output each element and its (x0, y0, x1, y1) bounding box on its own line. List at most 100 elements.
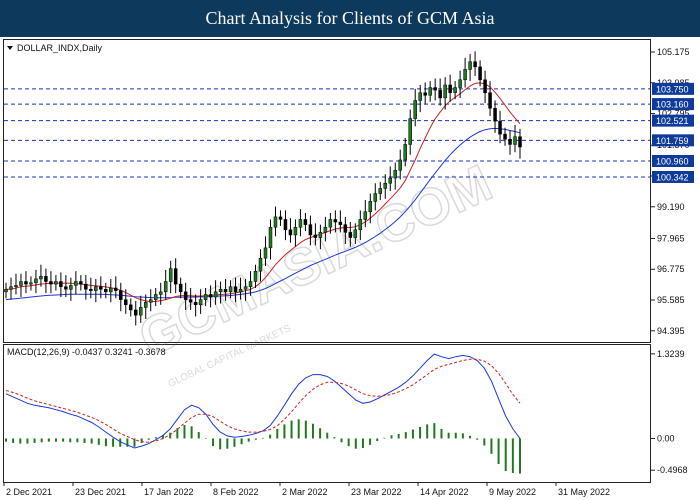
macd-histogram-bar (290, 420, 293, 439)
macd-line (5, 353, 521, 449)
macd-histogram-bar (183, 425, 186, 439)
macd-histogram-bar (90, 438, 93, 444)
candle-body (378, 188, 383, 194)
macd-histogram-bar (33, 438, 36, 443)
macd-histogram-bar (219, 438, 222, 450)
macd-histogram-bar (354, 438, 357, 449)
candle-body (493, 107, 497, 122)
symbol-label: DOLLAR_INDX,Daily (17, 43, 103, 53)
candle-body (413, 100, 417, 119)
candle-body (148, 299, 153, 303)
macd-histogram-bar (247, 438, 250, 442)
candle-body (99, 286, 103, 290)
candle-body (513, 136, 517, 145)
x-tick-label: 17 Jan 2022 (144, 487, 194, 497)
macd-histogram-bar (54, 438, 57, 442)
macd-histogram-bar (254, 438, 257, 440)
macd-histogram-bar (319, 428, 322, 439)
macd-histogram-bar (504, 438, 507, 472)
macd-tick-label: 1.3239 (657, 349, 685, 359)
candle-body (153, 294, 158, 300)
candle-body (358, 219, 363, 231)
macd-histogram-bar (361, 438, 364, 449)
macd-histogram-bar (40, 438, 43, 443)
candle-body (408, 118, 412, 145)
candle-body (333, 219, 338, 223)
candle-body (29, 282, 33, 285)
candle-body (353, 229, 358, 238)
x-tick-label: 31 May 2022 (558, 487, 610, 497)
macd-histogram-bar (154, 437, 157, 439)
macd-histogram-bar (347, 438, 350, 447)
candle-body (473, 61, 477, 68)
candle-body (69, 285, 73, 290)
macd-histogram-bar (262, 437, 264, 439)
macd-histogram-bar (226, 438, 229, 449)
candles (4, 51, 522, 326)
macd-histogram-bar (162, 435, 165, 439)
candle-body (24, 281, 28, 285)
candle-body (293, 226, 298, 236)
candle-body (338, 221, 343, 225)
macd-histogram-bar (76, 438, 79, 443)
macd-tick-label: 0.00 (657, 433, 675, 443)
macd-histogram-bar (483, 438, 486, 446)
candle-body (288, 229, 293, 236)
candle-body (253, 270, 258, 282)
candle-body (183, 291, 188, 300)
macd-histogram-bar (19, 438, 22, 444)
candle-body (134, 309, 138, 316)
candle-body (278, 216, 283, 220)
macd-histogram-bar (83, 438, 86, 443)
candle-body (129, 304, 133, 311)
x-tick-label: 9 May 2022 (489, 487, 536, 497)
macd-histogram-bar (169, 432, 172, 439)
candle-body (483, 79, 487, 93)
candle-body (89, 289, 93, 291)
level-labels: 103.750 103.160 102.521 101.759 100.960 100.3… (652, 82, 694, 183)
candle-body (368, 201, 373, 212)
price-tick-label: 96.775 (657, 264, 685, 274)
candle-body (79, 281, 83, 285)
candle-body (168, 268, 173, 282)
macd-histogram-bar (126, 438, 129, 447)
candle-body (39, 276, 43, 280)
macd-histogram-bar (283, 424, 286, 439)
macd-histogram-bar (404, 432, 407, 439)
candle-body (163, 281, 168, 293)
ma-slow-line (5, 127, 521, 301)
macd-histogram-bar (397, 433, 400, 439)
macd-histogram-bar (454, 432, 457, 439)
candle-body (388, 177, 392, 184)
candle-body (4, 289, 8, 293)
candle-body (503, 133, 507, 140)
macd-histogram-bar (304, 420, 307, 439)
price-tick-label: 103.985 (657, 78, 690, 88)
candle-body (138, 307, 143, 316)
candle-body (19, 281, 23, 286)
candle-body (119, 290, 123, 300)
candle-body (74, 281, 78, 286)
symbol-dropdown-icon[interactable] (7, 46, 13, 50)
macd-histogram-bar (376, 438, 379, 442)
candle-body (178, 283, 183, 293)
candle-body (218, 289, 223, 293)
level-lines (4, 88, 650, 178)
candle-body (298, 219, 303, 228)
level-label-box (652, 155, 694, 167)
level-label-box (652, 170, 694, 183)
candle-body (303, 219, 308, 225)
macd-histogram-bar (112, 438, 115, 447)
macd-histogram-bar (433, 423, 436, 439)
level-label: 103.750 (656, 84, 689, 94)
macd-plot (5, 353, 521, 474)
macd-histogram-bar (326, 432, 329, 439)
x-tick-label: 23 Mar 2022 (351, 487, 402, 497)
level-label: 100.342 (656, 172, 689, 182)
candle-body (263, 247, 268, 259)
candle-body (124, 299, 128, 306)
macd-tick-label: -0.4968 (657, 465, 688, 475)
price-tick-label: 94.395 (657, 326, 685, 336)
level-label: 100.960 (656, 157, 689, 167)
macd-histogram-bar (511, 438, 514, 473)
